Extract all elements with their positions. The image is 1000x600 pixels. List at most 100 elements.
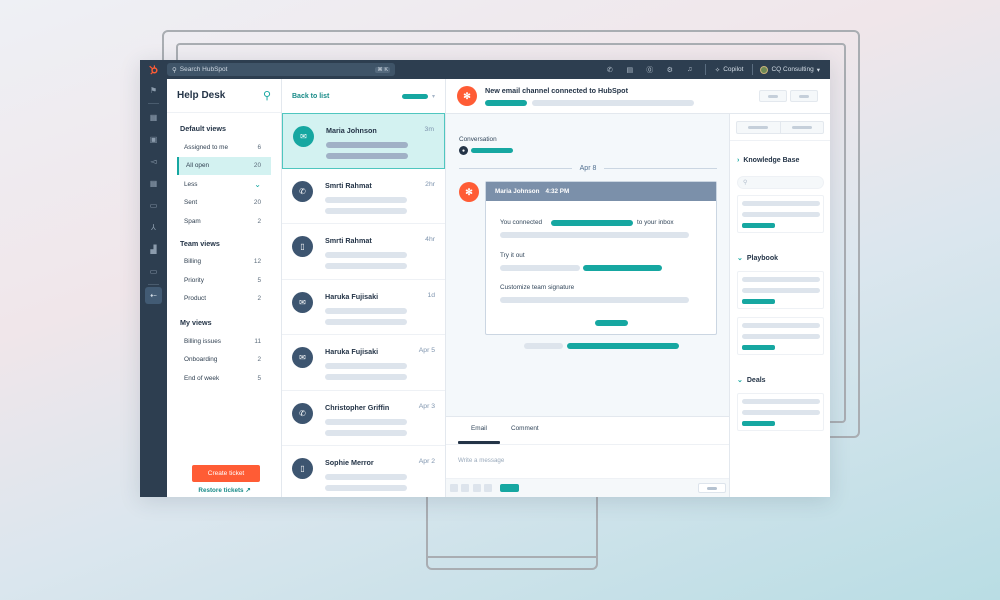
cta-button-placeholder[interactable] xyxy=(595,320,628,326)
divider xyxy=(704,64,706,75)
message-sender: Maria Johnson xyxy=(495,188,540,195)
back-to-list-link[interactable]: Back to list xyxy=(292,92,330,100)
create-ticket-button[interactable]: Create ticket xyxy=(192,465,260,482)
left-icon-rail: ⚑ ▦ ▣ ◅ ▦ ▭ ⅄ ▟ ▭ ⇠ xyxy=(140,79,167,497)
section-team-views: Team views xyxy=(180,238,220,248)
conversation-time: Apr 3 xyxy=(418,402,435,410)
message-text: You connected xyxy=(500,219,543,226)
nav-item-sent[interactable]: Sent 20 xyxy=(177,194,271,213)
nav-item-label: Spam xyxy=(184,217,201,225)
right-sidebar: › Knowledge Base ⚲ ⌄ Playbook ⌄ Deals xyxy=(729,114,830,497)
format-button[interactable] xyxy=(473,484,481,492)
settings-icon[interactable]: ⚙ xyxy=(666,66,673,74)
search-icon[interactable]: ⚲ xyxy=(262,90,271,102)
nav-item-all-open[interactable]: All open 20 xyxy=(177,156,271,175)
nav-item-billing[interactable]: Billing 12 xyxy=(177,253,271,272)
sidebar-tab[interactable] xyxy=(781,122,824,133)
nav-item-end-of-week[interactable]: End of week 5 xyxy=(177,369,271,388)
try-link-placeholder[interactable] xyxy=(583,265,662,271)
notifications-icon[interactable]: ♫ xyxy=(687,66,693,73)
conversation-item[interactable]: ✆ Smrti Rahmat 2hr xyxy=(282,169,445,224)
conversation-time: 3m xyxy=(424,126,434,133)
conversation-item[interactable]: ▯ Smrti Rahmat 4hr xyxy=(282,224,445,280)
nav-item-spam[interactable]: Spam 2 xyxy=(177,212,271,231)
copilot-label: Copilot xyxy=(723,66,744,73)
divider xyxy=(148,284,159,285)
bookmark-icon[interactable]: ⚑ xyxy=(149,85,158,95)
preview-line xyxy=(325,196,407,203)
megaphone-icon[interactable]: ◅ xyxy=(150,156,157,166)
deals-section-toggle[interactable]: ⌄ Deals xyxy=(737,376,766,385)
global-search-input[interactable]: ⚲ Search HubSpot ⌘ K xyxy=(167,63,395,76)
knowledge-article-card[interactable] xyxy=(737,195,824,233)
sidebar-tabs xyxy=(736,121,824,134)
playbook-card[interactable] xyxy=(737,271,824,309)
calendar-icon[interactable]: ▦ xyxy=(149,178,158,188)
account-label: CQ Consulting xyxy=(771,66,814,73)
insert-button[interactable] xyxy=(500,484,519,492)
playbook-card[interactable] xyxy=(737,317,824,355)
conversation-label: Conversation xyxy=(459,136,497,143)
sidebar-tab[interactable] xyxy=(737,122,781,133)
email-icon: ✉ xyxy=(293,126,314,147)
restore-tickets-link[interactable]: Restore tickets ↗ xyxy=(167,487,282,494)
conversation-item[interactable]: ✉ Haruka Fujisaki 1d xyxy=(282,280,445,335)
link-placeholder[interactable] xyxy=(567,343,679,349)
grid-icon[interactable]: ▦ xyxy=(149,112,158,122)
conversation-item[interactable]: ✉ Maria Johnson 3m xyxy=(282,113,445,169)
folder-icon[interactable]: ▭ xyxy=(149,266,158,276)
knowledge-base-search-input[interactable]: ⚲ xyxy=(737,176,824,189)
nav-item-count: 2 xyxy=(257,295,261,303)
search-placeholder: Search HubSpot xyxy=(179,66,228,73)
reports-icon[interactable]: ▟ xyxy=(150,244,157,254)
form-icon: ▯ xyxy=(292,458,313,479)
nav-item-product[interactable]: Product 2 xyxy=(177,290,271,309)
account-menu-button[interactable]: CQ Consulting ▾ xyxy=(758,65,822,74)
preview-line xyxy=(325,263,407,269)
tab-comment[interactable]: Comment xyxy=(511,425,539,432)
format-button[interactable] xyxy=(450,484,458,492)
preview-line xyxy=(325,207,407,214)
divider xyxy=(148,103,159,104)
header-action-button[interactable] xyxy=(790,90,818,102)
marketplace-icon[interactable]: ▤ xyxy=(626,66,634,74)
playbook-section-toggle[interactable]: ⌄ Playbook xyxy=(737,254,778,263)
nav-item-onboarding[interactable]: Onboarding 2 xyxy=(177,351,271,370)
nav-item-count: 6 xyxy=(257,143,261,151)
send-button[interactable] xyxy=(698,483,726,493)
nav-item-priority[interactable]: Priority 5 xyxy=(177,271,271,290)
header-action-button[interactable] xyxy=(759,90,787,102)
conversation-panel: ✻ New email channel connected to HubSpot… xyxy=(446,79,830,497)
help-icon[interactable]: ⓪ xyxy=(646,66,654,74)
conversation-item[interactable]: ✆ Christopher Griffin Apr 3 xyxy=(282,391,445,446)
copilot-button[interactable]: ✧ Copilot xyxy=(711,66,748,74)
tab-email[interactable]: Email xyxy=(471,425,487,432)
collapse-icon[interactable]: ⇠ xyxy=(145,287,162,304)
format-button[interactable] xyxy=(461,484,469,492)
preview-line xyxy=(325,363,407,369)
commerce-icon[interactable]: ▭ xyxy=(149,200,158,210)
knowledge-base-section-toggle[interactable]: › Knowledge Base xyxy=(737,157,799,164)
sort-dropdown[interactable]: ▾ xyxy=(401,93,435,100)
phone-icon[interactable]: ✆ xyxy=(606,66,613,74)
conversation-item[interactable]: ✉ Haruka Fujisaki Apr 5 xyxy=(282,335,445,391)
nav-item-less[interactable]: Less ⌄ xyxy=(177,175,271,194)
automation-icon[interactable]: ⅄ xyxy=(151,222,156,232)
keyboard-shortcut-badge: ⌘ K xyxy=(375,66,390,73)
connected-link-placeholder[interactable] xyxy=(551,220,633,226)
section-default-views: Default views xyxy=(180,124,226,133)
message-input[interactable]: Write a message xyxy=(458,457,505,464)
nav-item-billing-issues[interactable]: Billing issues 11 xyxy=(177,332,271,351)
contact-name: Haruka Fujisaki xyxy=(325,291,379,301)
format-button[interactable] xyxy=(484,484,492,492)
composer-toolbar xyxy=(446,478,729,497)
help-desk-sidebar: Help Desk ⚲ Default views Assigned to me… xyxy=(167,79,282,497)
nav-item-assigned-to-me[interactable]: Assigned to me 6 xyxy=(177,138,271,157)
contacts-icon[interactable]: ▣ xyxy=(149,134,158,144)
hubspot-logo-icon[interactable] xyxy=(140,60,167,79)
sort-value-placeholder xyxy=(401,93,428,99)
conversation-item[interactable]: ▯ Sophie Merror Apr 2 xyxy=(282,446,445,497)
conversation-time: 2hr xyxy=(425,180,435,188)
subtitle-placeholder xyxy=(532,100,694,106)
deal-card[interactable] xyxy=(737,393,824,431)
